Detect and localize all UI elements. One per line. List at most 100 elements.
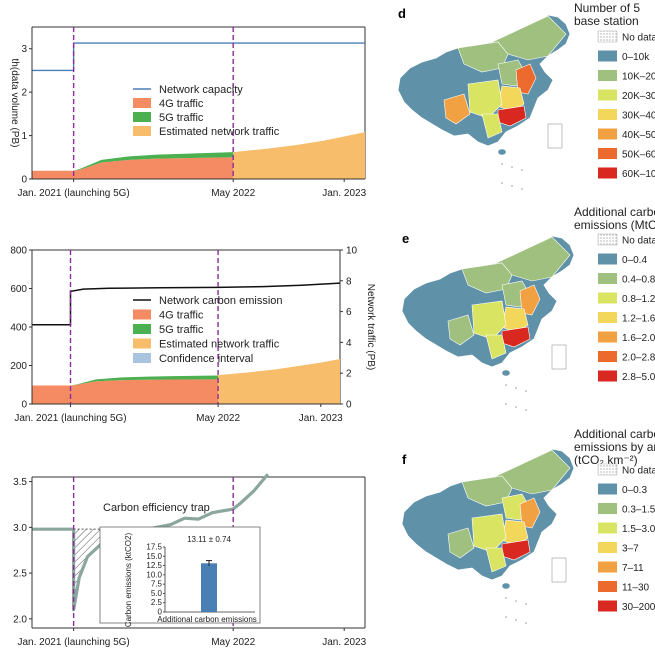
map-f-islet — [505, 597, 507, 599]
map-f-panel-letter: f — [402, 452, 407, 467]
map-d-legend-label: 30K–40 — [622, 111, 655, 122]
mid-legend-label: 4G traffic — [159, 310, 204, 322]
map-f-legend-label: No data — [622, 466, 655, 477]
map-e-legend-swatch — [598, 253, 617, 265]
map-f-legend-label: 0–0.3 — [622, 485, 647, 496]
mid-5g-area — [70, 375, 219, 386]
map-d-legend-swatch — [598, 109, 617, 120]
inset-frame — [99, 526, 261, 624]
map-d-islet — [511, 185, 513, 187]
mid-y-tick-label: 600 — [10, 284, 27, 295]
map-d-legend-label: 10K–20K — [622, 72, 655, 83]
map-d-islet — [511, 166, 513, 168]
map-f-region — [471, 513, 507, 553]
map-d-legend-swatch — [598, 89, 617, 101]
mid-right-tick-label: 10 — [346, 246, 358, 257]
top-4g-area — [32, 157, 234, 179]
map-e-region — [447, 314, 475, 346]
map-d-islet — [521, 188, 523, 190]
map-e-island — [501, 369, 511, 377]
top-legend-label: 5G traffic — [159, 112, 204, 124]
mid-right-tick-label: 2 — [346, 369, 352, 380]
top-y-tick-label: 3 — [21, 44, 27, 55]
top-y-tick-label: 0 — [21, 175, 27, 186]
top-legend-swatch — [133, 126, 151, 136]
inset-x-label: Additional carbon emissions — [157, 615, 257, 624]
map-f-region — [485, 547, 507, 573]
map-f-legend-swatch — [598, 483, 617, 495]
top-legend-label: Estimated network traffic — [159, 126, 280, 138]
mid-est-area — [218, 358, 340, 404]
map-e-islet — [515, 406, 517, 408]
map-e-legend-label: 1.2–1.6 — [622, 314, 655, 325]
map-e-legend-label: 2.8–5.0 — [622, 372, 655, 383]
mid-4g-area — [32, 379, 219, 404]
inset-y-tick-label: 7.5 — [151, 580, 163, 589]
map-f-inset-box — [551, 557, 567, 583]
map-d-legend-swatch — [598, 128, 617, 140]
inset-y-tick-label: 10.0 — [146, 570, 162, 579]
inset-y-tick-label: 15.0 — [146, 552, 162, 561]
map-e-legend-label: 0.8–1.2 — [622, 294, 655, 305]
map-e-title: Additional carbo — [574, 205, 655, 219]
map-f-legend-label: 30–200 — [622, 602, 655, 613]
map-d-islet — [501, 182, 503, 184]
map-f-legend-swatch — [597, 463, 618, 476]
map-f-legend-label: 11–30 — [622, 583, 650, 594]
bot-y-tick-label: 2.0 — [13, 614, 27, 625]
map-e-islet — [505, 403, 507, 405]
map-d-inset-box — [547, 123, 563, 149]
map-e-legend-swatch — [598, 331, 617, 343]
inset-y-tick-label: 12.5 — [146, 561, 162, 570]
map-e-region — [485, 334, 507, 360]
map-d-islet — [501, 163, 503, 165]
map-e-islet — [505, 384, 507, 386]
map-e-legend-swatch — [598, 370, 617, 382]
top-legend-label: Network capacity — [159, 84, 243, 96]
mid-legend-label: Confidence interval — [159, 353, 253, 365]
map-d-legend-swatch — [598, 167, 617, 179]
map-e-legend-label: No data — [622, 236, 655, 247]
map-f-islet — [515, 619, 517, 621]
mid-y-tick-label: 800 — [10, 246, 27, 257]
top-legend-label: 4G traffic — [159, 98, 204, 110]
map-d-islet — [521, 169, 523, 171]
mid-legend-label: 5G traffic — [159, 324, 204, 336]
map-f-legend-label: 1.5–3.0 — [622, 524, 655, 535]
top-y-label: th(data volume (PB) — [9, 59, 20, 148]
inset-y-label: Carbon emissions (ktCO2) — [124, 533, 133, 628]
map-f-legend-label: 7–11 — [622, 563, 644, 574]
map-d-legend-label: 60K–10 — [622, 169, 655, 180]
map-d-legend-label: 40K–50 — [622, 130, 655, 141]
map-e-title: emissions (MtCO — [574, 218, 655, 232]
map-f-legend-swatch — [598, 561, 617, 573]
map-e-legend-label: 0.4–0.8 — [622, 275, 655, 286]
mid-legend-label: Estimated network traffic — [159, 339, 280, 351]
top-x-tick-label: Jan. 2021 (launching 5G) — [17, 188, 129, 199]
inset-value-label: 13.11 ± 0.74 — [187, 535, 231, 544]
top-y-tick-label: 1 — [21, 131, 27, 142]
map-e-legend-swatch — [598, 312, 617, 323]
mid-x-tick-label: May 2022 — [196, 413, 240, 424]
map-e-legend-label: 0–0.4 — [622, 255, 647, 266]
inset-y-tick-label: 5.0 — [151, 589, 163, 598]
bot-x-tick-label: Jan. 2023 — [322, 637, 366, 648]
map-d-legend-swatch — [598, 50, 617, 62]
map-d-legend-label: 20K–30 — [622, 91, 655, 102]
map-e-inset-box — [551, 344, 567, 370]
mid-y-tick-label: 200 — [10, 361, 27, 372]
mid-right-tick-label: 8 — [346, 276, 352, 287]
map-d-region — [443, 93, 471, 125]
map-f-legend-label: 0.3–1.5 — [622, 505, 655, 516]
top-x-tick-label: May 2022 — [211, 188, 255, 199]
map-e-legend-label: 2.0–2.8 — [622, 353, 655, 364]
inset-bar — [201, 563, 217, 612]
map-d-legend-swatch — [598, 70, 617, 81]
bot-x-tick-label: May 2022 — [211, 637, 255, 648]
map-e-islet — [525, 409, 527, 411]
bot-annotation: Carbon efficiency trap — [103, 502, 210, 514]
mid-legend-swatch — [133, 324, 151, 334]
top-est-area — [233, 132, 365, 179]
mid-y-tick-label: 400 — [10, 323, 27, 334]
